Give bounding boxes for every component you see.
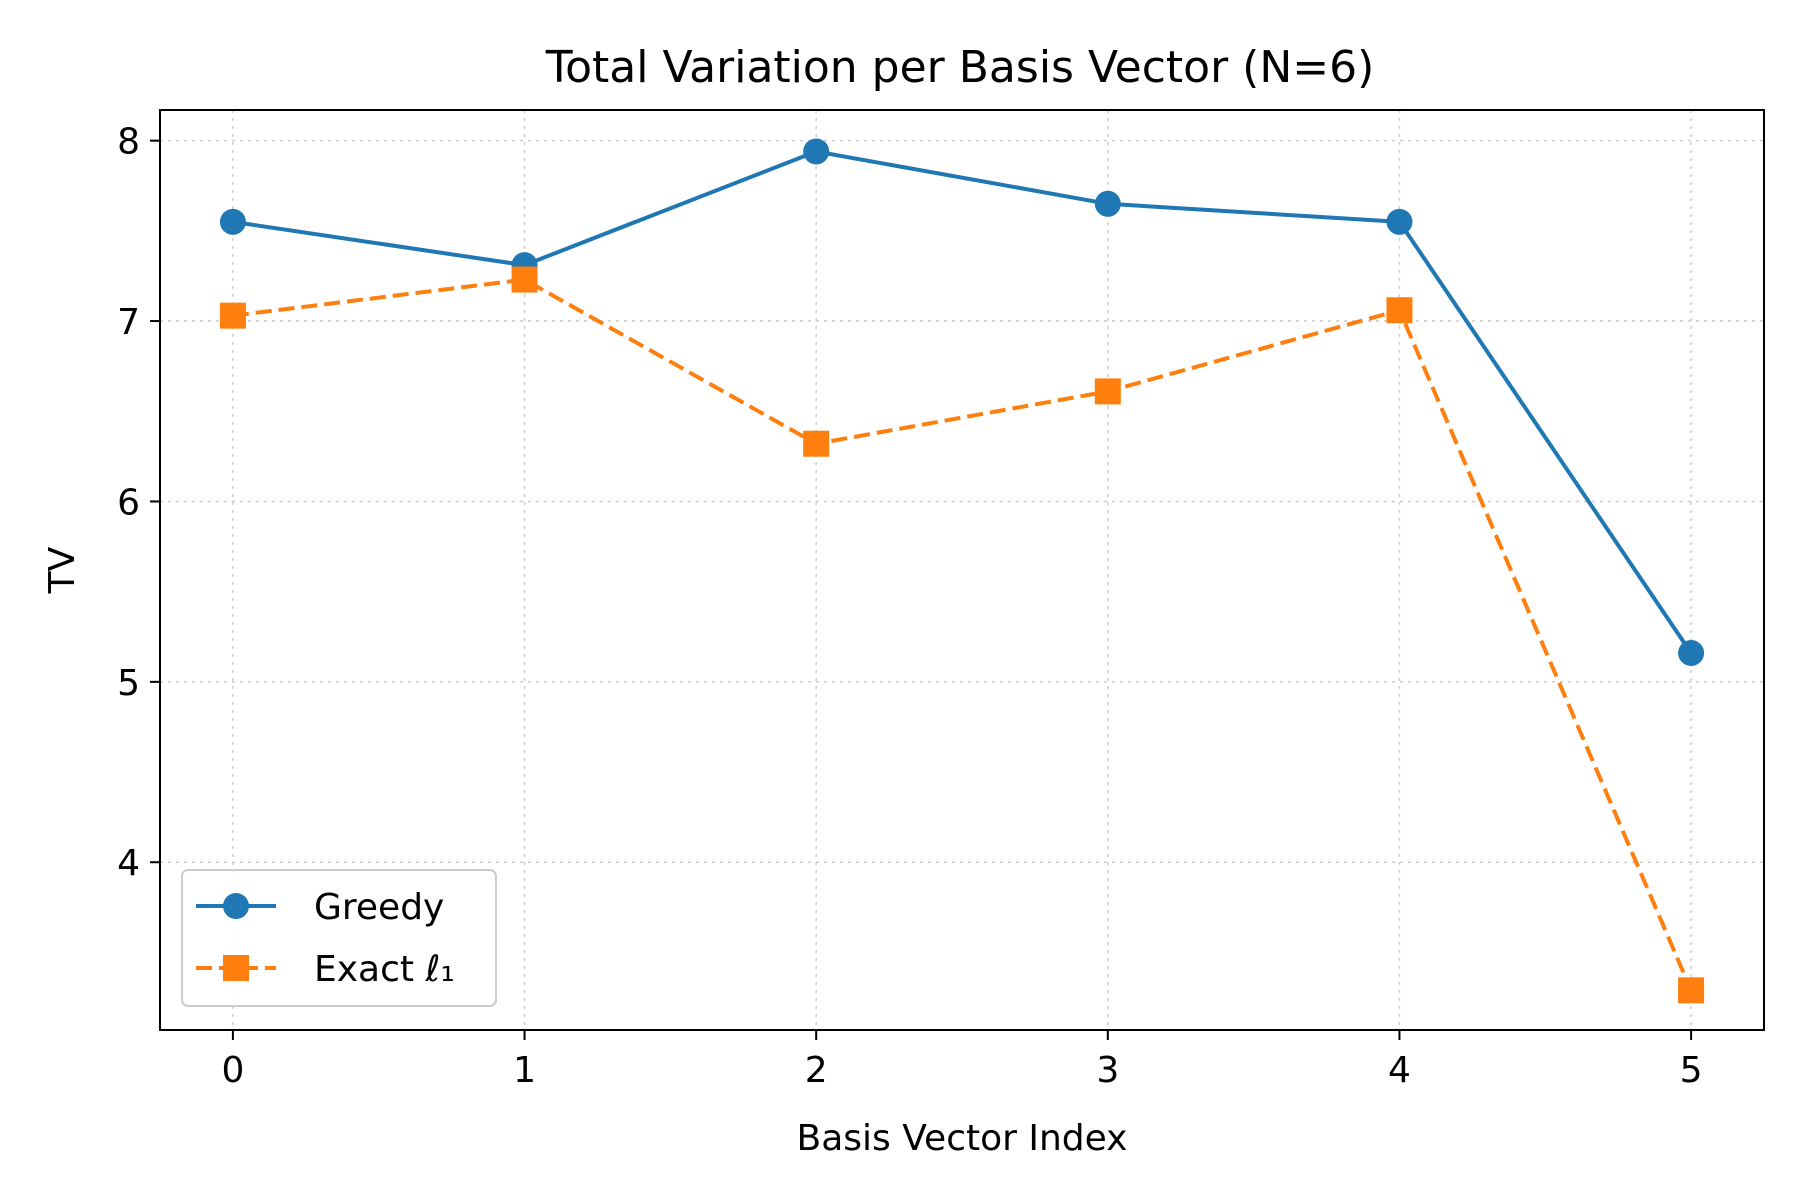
legend-label: Greedy	[314, 887, 444, 928]
data-point	[803, 138, 830, 165]
series-exact-l1	[219, 266, 1705, 1004]
x-tick-label: 5	[1680, 1050, 1703, 1091]
x-axis: 0 1 2 3 4 5	[221, 1030, 1703, 1091]
legend-entry: Greedy	[196, 887, 444, 928]
legend-items: Greedy Exact ℓ₁	[196, 887, 455, 990]
y-tick-label: 5	[117, 663, 140, 704]
data-point	[1386, 297, 1413, 324]
data-point	[803, 430, 830, 457]
y-tick-label: 4	[117, 843, 140, 884]
legend-marker	[223, 893, 249, 919]
y-tick-label: 7	[117, 302, 140, 343]
legend-marker	[223, 955, 249, 981]
data-point	[219, 208, 246, 235]
data-point	[1386, 208, 1413, 235]
series-line	[232, 149, 1693, 655]
data-point	[1094, 378, 1121, 405]
data-point	[1678, 639, 1705, 666]
data-point	[1678, 977, 1705, 1004]
series-line	[232, 277, 1693, 992]
x-tick-label: 0	[221, 1050, 244, 1091]
series-layer	[219, 138, 1705, 1004]
series-greedy	[219, 138, 1705, 666]
y-axis-label: TV	[42, 546, 83, 594]
x-tick-label: 3	[1096, 1050, 1119, 1091]
data-point	[1094, 190, 1121, 217]
legend: Greedy Exact ℓ₁	[181, 869, 497, 1007]
x-tick-label: 2	[805, 1050, 828, 1091]
y-tick-label: 6	[117, 482, 140, 523]
data-point	[511, 266, 538, 293]
x-tick-label: 4	[1388, 1050, 1411, 1091]
grid	[160, 110, 1764, 1030]
legend-entry: Exact ℓ₁	[196, 949, 455, 990]
data-point	[219, 302, 246, 329]
x-tick-label: 1	[513, 1050, 536, 1091]
y-tick-label: 8	[117, 122, 140, 163]
y-axis: 4 5 6 7 8	[117, 122, 160, 884]
plot-frame	[159, 109, 1765, 1031]
x-axis-label: Basis Vector Index	[797, 1118, 1128, 1159]
chart-title: Total Variation per Basis Vector (N=6)	[545, 42, 1375, 93]
legend-label: Exact ℓ₁	[314, 949, 455, 990]
